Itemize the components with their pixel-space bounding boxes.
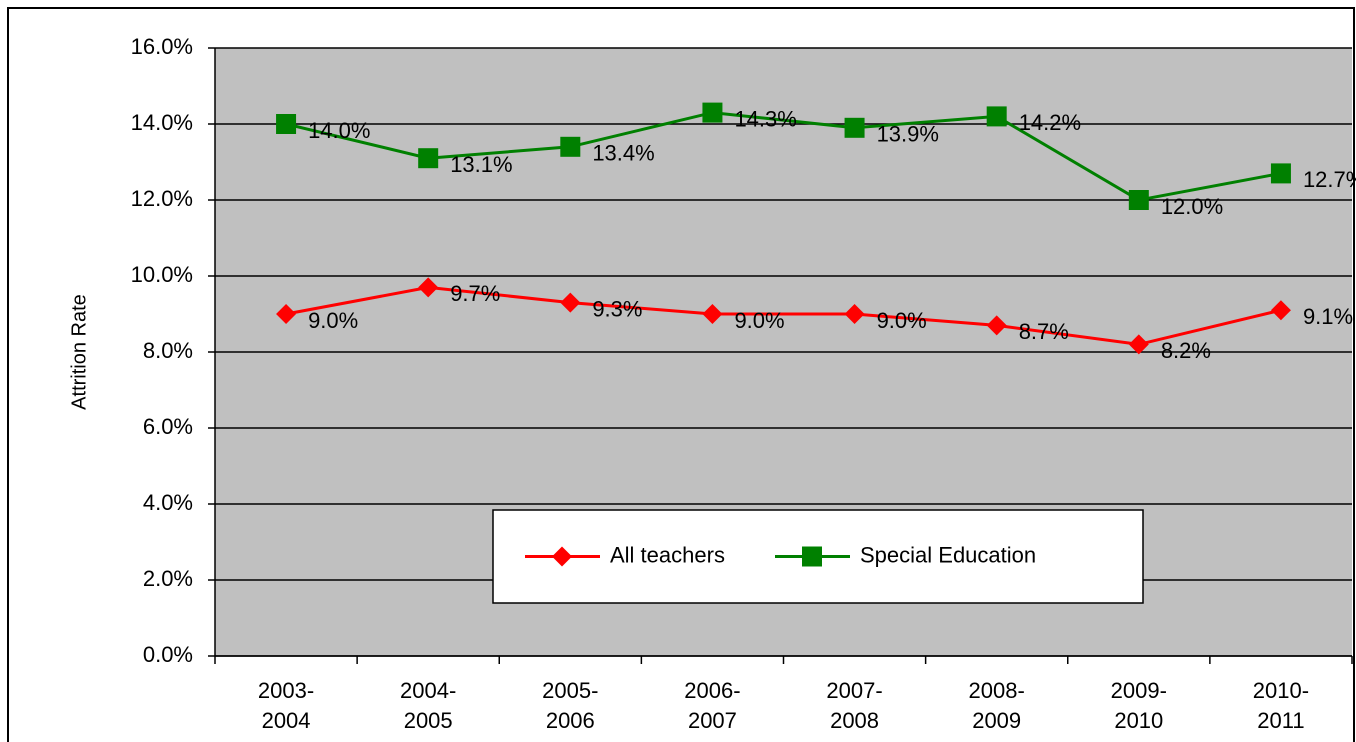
data-point [844,304,865,324]
y-tick-label: 12.0% [131,186,193,211]
data-label: 12.7% [1303,167,1356,192]
chart-border [7,7,1355,742]
data-label: 9.0% [734,308,784,333]
data-label: 14.0% [308,118,370,143]
x-tick-label: 2008-2009 [968,678,1025,733]
data-point [276,304,297,324]
y-tick-label: 2.0% [143,566,193,591]
series-line [285,285,1282,346]
y-tick-label: 0.0% [143,642,193,667]
data-point [1128,190,1149,210]
data-label: 13.4% [592,141,654,166]
y-tick-label: 4.0% [143,490,193,515]
x-tick-label: 2007-2008 [826,678,883,733]
data-point [418,277,439,298]
x-tick-label-box: 2008-2009 [968,678,1025,733]
legend-marker [802,546,822,567]
data-point [702,304,723,324]
data-point [276,114,297,134]
x-tick-label: 2006-2007 [684,678,741,733]
data-label: 12.0% [1161,194,1223,219]
legend-marker [552,546,572,567]
data-label: 9.1% [1303,304,1353,329]
data-label: 14.3% [734,106,796,131]
data-label: 13.1% [450,152,512,177]
y-tick-label: 10.0% [131,262,193,287]
legend-label: All teachers [610,542,725,567]
data-point [418,148,439,169]
y-tick-label: 14.0% [131,110,193,135]
x-tick-label: 2005-2006 [542,678,599,733]
data-point [560,292,581,313]
y-tick-label: 6.0% [143,414,193,439]
data-point [702,102,723,123]
y-axis-label: Attrition Rate [68,294,90,410]
x-tick-label: 2003-2004 [257,678,315,733]
data-label: 9.0% [877,308,927,333]
data-point [1270,163,1291,184]
data-label: 8.2% [1161,338,1211,363]
x-tick-label-box: 2010-2011 [1252,678,1310,733]
x-tick-label-box: 2006-2007 [684,678,741,733]
data-point [560,136,581,157]
y-tick-label: 16.0% [131,34,193,59]
data-label: 14.2% [1019,110,1081,135]
x-tick-label: 2004-2005 [400,678,457,733]
data-point [986,315,1007,336]
legend-label: Special Education [860,542,1036,567]
data-label: 8.7% [1019,319,1069,344]
x-tick-label-box: 2004-2005 [400,678,457,733]
x-tick-label: 2010-2011 [1252,678,1310,733]
y-tick-label: 8.0% [143,338,193,363]
x-tick-label-box: 2009-2010 [1110,678,1167,733]
data-point [1128,334,1149,355]
data-label: 9.0% [308,308,358,333]
x-tick-label-box: 2007-2008 [826,678,883,733]
series-line [285,111,1282,202]
x-tick-label-box: 2003-2004 [257,678,315,733]
x-tick-label: 2009-2010 [1110,678,1167,733]
data-point [1270,300,1291,321]
data-point [986,106,1007,127]
data-label: 13.9% [877,122,939,147]
x-tick-label-box: 2005-2006 [542,678,599,733]
data-label: 9.7% [450,281,500,306]
data-point [844,117,865,138]
data-label: 9.3% [592,296,642,321]
